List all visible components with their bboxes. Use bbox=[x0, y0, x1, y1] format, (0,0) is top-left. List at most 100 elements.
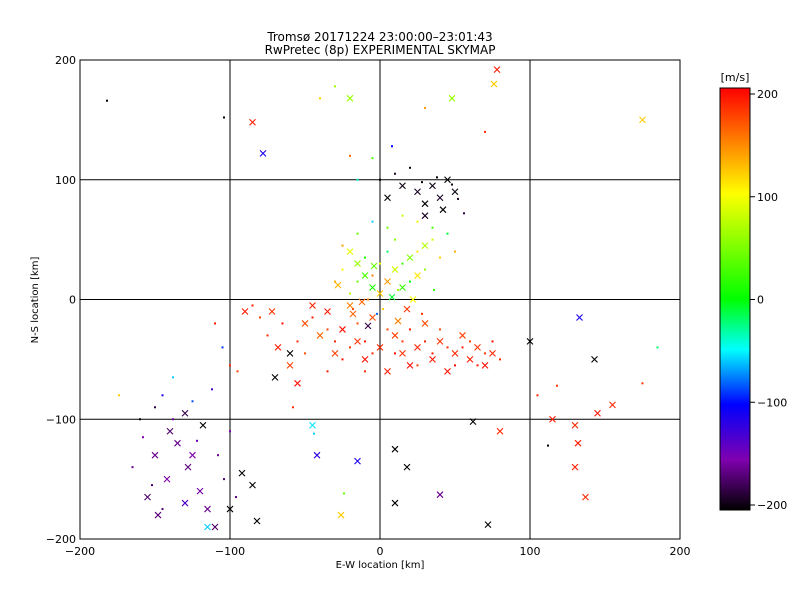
data-point-cross bbox=[414, 188, 421, 196]
data-point-dot bbox=[416, 250, 419, 253]
data-point-cross bbox=[334, 281, 342, 289]
data-point-dot bbox=[349, 292, 351, 295]
data-point-dot bbox=[461, 346, 464, 349]
data-point-dot bbox=[356, 178, 359, 181]
data-point-cross bbox=[591, 355, 598, 363]
data-point-dot bbox=[454, 250, 456, 253]
data-point-dot bbox=[397, 288, 399, 291]
colorbar bbox=[719, 87, 751, 511]
data-point-cross bbox=[399, 349, 406, 357]
data-point-cross bbox=[436, 491, 444, 499]
data-point-dot bbox=[476, 364, 479, 367]
data-point-dot bbox=[421, 181, 423, 184]
data-point-dot bbox=[142, 436, 144, 439]
data-point-cross bbox=[496, 427, 504, 435]
y-tick-label: −100 bbox=[46, 413, 76, 426]
colorbar-tick-label: 100 bbox=[757, 191, 778, 204]
data-point-cross bbox=[309, 302, 316, 309]
data-point-dot bbox=[409, 280, 411, 283]
data-point-cross bbox=[337, 511, 345, 519]
data-point-dot bbox=[259, 316, 261, 319]
data-point-dot bbox=[379, 178, 381, 181]
data-point-dot bbox=[161, 394, 164, 397]
y-tick-label: 200 bbox=[55, 54, 76, 67]
data-point-dot bbox=[371, 220, 374, 223]
data-point-cross bbox=[526, 338, 534, 345]
data-point-cross bbox=[439, 206, 447, 214]
data-point-dot bbox=[229, 364, 231, 367]
data-point-cross bbox=[238, 469, 246, 477]
data-point-cross bbox=[574, 439, 582, 447]
data-point-cross bbox=[493, 66, 501, 73]
data-point-dot bbox=[409, 166, 411, 169]
data-point-dot bbox=[326, 328, 329, 331]
data-point-cross bbox=[144, 493, 151, 501]
data-point-dot bbox=[191, 400, 194, 403]
data-point-cross bbox=[286, 349, 294, 357]
data-point-dot bbox=[484, 130, 486, 133]
data-point-cross bbox=[349, 310, 357, 318]
data-point-cross bbox=[259, 150, 267, 157]
data-point-cross bbox=[184, 463, 192, 471]
data-point-cross bbox=[414, 272, 421, 279]
data-point-cross bbox=[451, 349, 459, 357]
data-point-dot bbox=[131, 466, 134, 469]
data-point-cross bbox=[421, 200, 429, 208]
data-point-cross bbox=[481, 361, 489, 369]
data-point-cross bbox=[346, 302, 354, 309]
data-point-dot bbox=[356, 232, 359, 235]
data-point-dot bbox=[431, 226, 434, 229]
data-point-cross bbox=[459, 332, 466, 339]
data-point-cross bbox=[489, 349, 496, 357]
data-point-cross bbox=[196, 487, 204, 495]
data-point-dot bbox=[334, 85, 336, 88]
x-axis-ticks: −200 −100 0 100 200 bbox=[65, 545, 691, 558]
data-point-dot bbox=[214, 322, 216, 325]
data-point-cross bbox=[549, 415, 556, 423]
data-point-dot bbox=[356, 280, 359, 283]
grid-lines bbox=[80, 60, 680, 539]
data-point-cross bbox=[226, 505, 234, 513]
data-point-dot bbox=[433, 288, 435, 291]
data-point-dot bbox=[371, 352, 374, 355]
data-point-dot bbox=[341, 268, 344, 271]
data-point-cross bbox=[346, 94, 354, 102]
data-point-dot bbox=[349, 346, 351, 349]
data-point-cross bbox=[174, 439, 181, 447]
data-point-dot bbox=[235, 496, 237, 499]
data-point-cross bbox=[429, 355, 436, 363]
data-point-cross bbox=[358, 298, 366, 306]
x-tick-label: −200 bbox=[65, 545, 95, 558]
y-tick-label: −200 bbox=[46, 533, 76, 546]
data-point-dot bbox=[217, 454, 219, 457]
data-point-cross bbox=[384, 194, 391, 202]
data-point-cross bbox=[409, 296, 417, 303]
data-point-cross bbox=[399, 284, 406, 291]
data-point-dot bbox=[656, 346, 659, 349]
data-point-dot bbox=[349, 154, 351, 157]
data-point-cross bbox=[576, 314, 583, 321]
data-point-dot bbox=[431, 352, 434, 355]
data-point-cross bbox=[354, 457, 361, 465]
colorbar-tick-label: −100 bbox=[757, 396, 787, 409]
data-point-cross bbox=[571, 421, 579, 429]
data-point-cross bbox=[406, 254, 414, 261]
data-point-cross bbox=[429, 182, 436, 190]
data-point-dot bbox=[223, 478, 225, 481]
data-point-cross bbox=[301, 320, 309, 327]
data-point-cross bbox=[313, 451, 321, 459]
data-point-dot bbox=[394, 352, 396, 355]
data-point-dot bbox=[292, 406, 294, 409]
data-point-cross bbox=[444, 176, 451, 184]
data-point-cross bbox=[403, 305, 411, 313]
data-point-dot bbox=[139, 418, 141, 421]
data-point-cross bbox=[594, 409, 601, 417]
data-point-dot bbox=[536, 394, 539, 397]
data-point-dot bbox=[364, 340, 366, 343]
data-point-dot bbox=[454, 364, 456, 367]
data-point-dot bbox=[401, 262, 404, 265]
data-points bbox=[106, 66, 659, 531]
data-point-cross bbox=[391, 266, 399, 273]
